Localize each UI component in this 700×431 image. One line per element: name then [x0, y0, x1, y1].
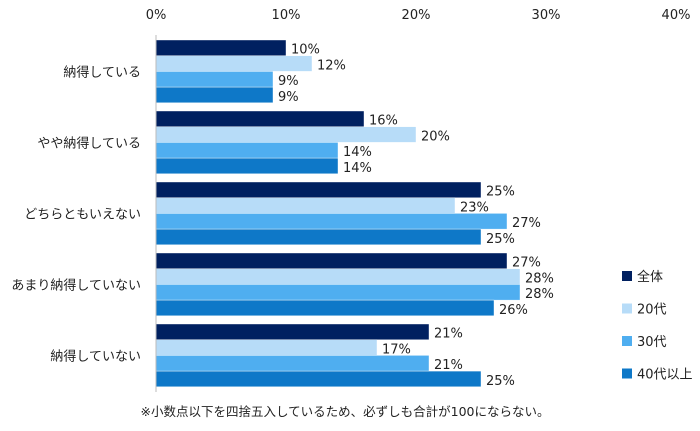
x-tick-label: 20% — [402, 8, 431, 23]
data-label: 27% — [512, 256, 541, 271]
bar — [155, 157, 339, 175]
category-label: やや納得している — [37, 135, 141, 151]
data-label: 12% — [317, 58, 346, 73]
data-label: 28% — [525, 287, 554, 302]
footnote: ※小数点以下を四捨五入しているため、必ずしも合計が100にならない。 — [141, 404, 550, 419]
bar — [155, 268, 521, 285]
data-label: 25% — [486, 185, 515, 200]
bar — [155, 284, 521, 301]
data-label: 27% — [512, 216, 541, 231]
data-label: 21% — [434, 327, 463, 342]
data-label: 9% — [278, 74, 299, 89]
legend-swatch — [622, 336, 632, 346]
bar — [155, 323, 430, 340]
bar — [155, 39, 287, 56]
data-label: 25% — [486, 232, 515, 247]
bar — [155, 110, 365, 127]
bar — [155, 355, 430, 372]
bar — [155, 71, 274, 88]
data-label: 25% — [486, 374, 515, 389]
data-label: 28% — [525, 271, 554, 286]
bar — [155, 339, 378, 356]
category-label: あまり納得していない — [11, 277, 141, 293]
legend-swatch — [622, 303, 632, 314]
bar — [155, 228, 482, 246]
data-label: 26% — [499, 303, 528, 318]
bar — [155, 252, 508, 269]
legend-swatch — [622, 368, 632, 379]
legend-label: 30代 — [637, 335, 667, 350]
bar — [155, 181, 482, 198]
x-tick-label: 40% — [662, 8, 691, 23]
legend-swatch — [622, 271, 632, 281]
data-label: 16% — [369, 114, 398, 129]
data-label: 21% — [434, 358, 463, 373]
bar — [155, 55, 313, 72]
bar — [155, 370, 482, 388]
category-label: 納得していない — [50, 348, 141, 364]
data-label: 14% — [343, 145, 372, 160]
bar — [155, 299, 495, 317]
data-label: 17% — [382, 342, 411, 357]
data-label: 9% — [278, 90, 299, 105]
legend-label: 40代以上 — [637, 368, 693, 383]
data-label: 20% — [421, 129, 450, 144]
category-label: 納得している — [63, 64, 141, 80]
bar — [155, 86, 274, 103]
category-label: どちらともいえない — [24, 207, 141, 222]
data-label: 23% — [460, 200, 489, 215]
legend-label: 全体 — [637, 269, 663, 285]
bar — [155, 142, 339, 159]
legend-label: 20代 — [637, 303, 667, 318]
x-tick-label: 0% — [146, 8, 167, 23]
bar — [155, 126, 417, 143]
x-tick-label: 10% — [272, 8, 301, 23]
data-label: 14% — [343, 161, 372, 176]
data-label: 10% — [291, 43, 320, 58]
x-tick-label: 30% — [532, 8, 561, 23]
bar — [155, 213, 508, 230]
bar — [155, 197, 456, 214]
